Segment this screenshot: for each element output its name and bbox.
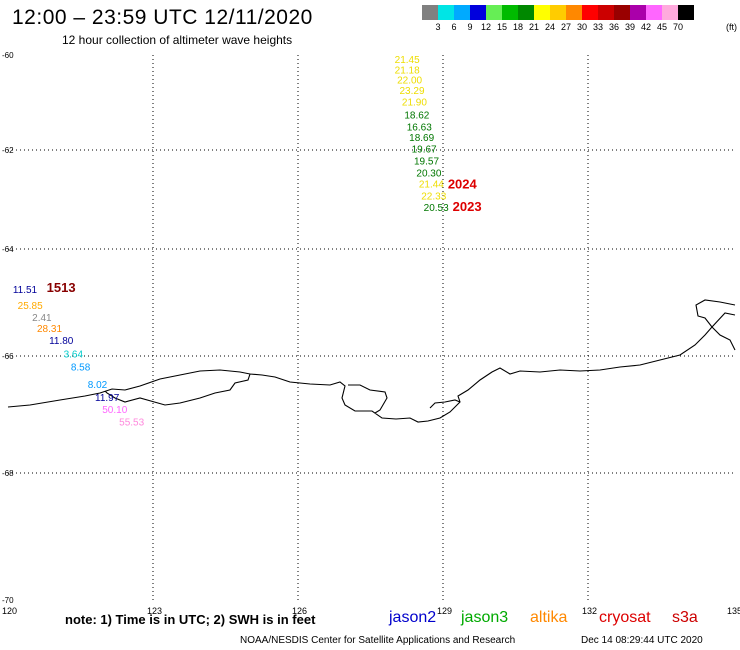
wave-height-value: 20.30 (416, 168, 441, 179)
colorbar-swatch (582, 5, 598, 20)
colorbar-label: 15 (496, 22, 507, 32)
y-tick-label: -60 (2, 51, 14, 60)
colorbar-label: 30 (576, 22, 587, 32)
colorbar-label: 33 (592, 22, 603, 32)
map-title: 12:00 – 23:59 UTC 12/11/2020 (12, 6, 313, 29)
colorbar-label: 70 (672, 22, 683, 32)
colorbar-label: 21 (528, 22, 539, 32)
track-time-label: 2023 (453, 199, 482, 214)
note-text: note: 1) Time is in UTC; 2) SWH is in fe… (65, 612, 316, 627)
wave-height-value: 18.69 (409, 133, 434, 144)
x-tick-label: 132 (582, 606, 597, 616)
graticule (8, 55, 733, 602)
credit-text: NOAA/NESDIS Center for Satellite Applica… (240, 635, 516, 646)
colorbar-swatch (486, 5, 502, 20)
colorbar-swatch (598, 5, 614, 20)
x-tick-label: 120 (2, 606, 17, 616)
satellite-legend-jason3: jason3 (461, 609, 509, 626)
colorbar-label: 39 (624, 22, 635, 32)
wave-height-value: 23.29 (400, 86, 425, 97)
wave-height-value: 55.53 (119, 418, 144, 429)
wave-height-value: 25.85 (18, 301, 43, 312)
satellite-legend-altika: altika (530, 609, 568, 626)
wave-height-value: 11.97 (95, 393, 120, 404)
altimeter-observations: 21.4521.1822.0023.2921.9018.6216.6318.69… (13, 55, 482, 429)
colorbar-swatch (630, 5, 646, 20)
colorbar-label: 12 (480, 22, 491, 32)
y-tick-label: -64 (2, 245, 14, 254)
wave-height-value: 16.63 (407, 122, 432, 133)
wave-height-value: 8.02 (88, 380, 108, 391)
colorbar-swatch (550, 5, 566, 20)
colorbar-swatch (646, 5, 662, 20)
wave-height-value: 28.31 (37, 324, 62, 335)
x-tick-label: 129 (437, 606, 452, 616)
wave-height-value: 21.45 (395, 55, 420, 66)
colorbar-swatch (454, 5, 470, 20)
colorbar-label: 9 (467, 22, 473, 32)
wave-height-value: 18.62 (404, 110, 429, 121)
map-subtitle: 12 hour collection of altimeter wave hei… (62, 33, 293, 47)
colorbar-swatch (502, 5, 518, 20)
wave-height-value: 21.18 (395, 65, 420, 76)
y-tick-label: -66 (2, 352, 14, 361)
colorbar-swatch (470, 5, 486, 20)
colorbar-label: 24 (544, 22, 555, 32)
colorbar-swatch (518, 5, 534, 20)
wave-height-value: 11.51 (13, 285, 38, 296)
colorbar-swatch (534, 5, 550, 20)
colorbar-label: 18 (512, 22, 523, 32)
wave-height-colorbar (422, 5, 694, 20)
colorbar-label: 6 (451, 22, 457, 32)
colorbar-unit: (ft) (726, 22, 737, 32)
wave-height-value: 21.90 (402, 98, 427, 109)
colorbar-label: 45 (656, 22, 667, 32)
colorbar-label: 42 (640, 22, 651, 32)
satellite-legend-cryosat: cryosat (599, 609, 651, 626)
x-tick-label: 135 (727, 606, 740, 616)
wave-height-value: 22.00 (397, 76, 422, 87)
wave-height-value: 2.41 (32, 313, 52, 324)
timestamp-text: Dec 14 08:29:44 UTC 2020 (581, 635, 703, 646)
y-tick-label: -62 (2, 146, 14, 155)
wave-height-value: 19.67 (412, 145, 437, 156)
wave-height-value: 21.44 (419, 180, 444, 191)
wave-height-value: 19.57 (414, 156, 439, 167)
colorbar-label: 27 (560, 22, 571, 32)
wave-height-value: 3.64 (64, 349, 84, 360)
colorbar-swatch (438, 5, 454, 20)
y-tick-label: -68 (2, 469, 14, 478)
antarctic-coastline (7, 299, 736, 423)
track-time-label: 2024 (448, 177, 478, 192)
wave-height-value: 20.53 (424, 203, 449, 214)
wave-height-value: 8.58 (71, 363, 91, 374)
satellite-legend-s3a: s3a (672, 609, 698, 626)
x-tick-label: 126 (292, 606, 307, 616)
colorbar-label: 3 (435, 22, 441, 32)
colorbar-swatch (422, 5, 438, 20)
wave-height-value: 50.10 (102, 405, 127, 416)
track-time-label: 1513 (47, 280, 76, 295)
colorbar-swatch (614, 5, 630, 20)
y-tick-label: -70 (2, 596, 14, 605)
colorbar-swatch (678, 5, 694, 20)
colorbar-swatch (662, 5, 678, 20)
axis-tick-labels: 120 123 126 129 132 135 -60 -62 -64 -66 -68 -70 (2, 51, 740, 616)
colorbar-swatch (566, 5, 582, 20)
satellite-legend-jason2: jason2 (389, 609, 437, 626)
wave-height-value: 22.33 (421, 192, 446, 203)
colorbar-label: 36 (608, 22, 619, 32)
x-tick-label: 123 (147, 606, 162, 616)
wave-height-value: 11.80 (49, 336, 74, 347)
